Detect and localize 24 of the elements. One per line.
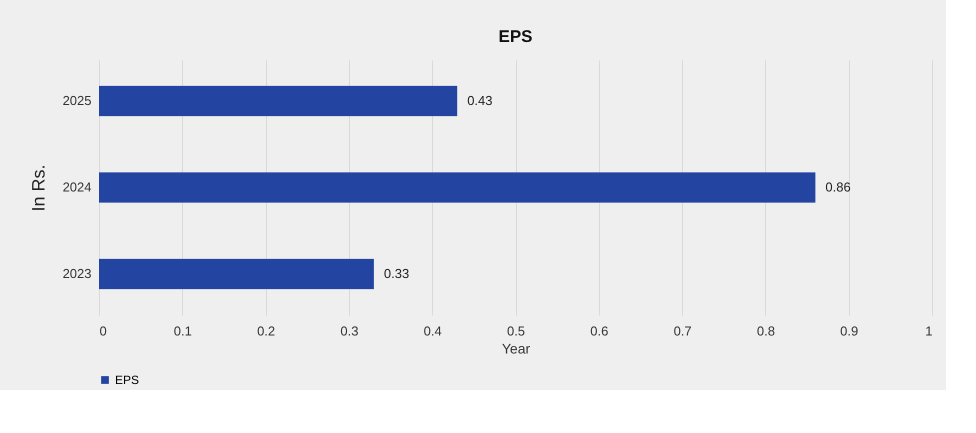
bar: [99, 86, 458, 116]
x-tick-label: 0.8: [756, 324, 775, 338]
x-tick-label: 0: [100, 324, 107, 338]
x-tick-label: 0.4: [424, 324, 442, 338]
y-tick-label: 2024: [62, 180, 92, 194]
legend-label: EPS: [115, 373, 140, 387]
bar: [99, 258, 374, 290]
x-axis-title: Year: [502, 340, 530, 356]
y-tick-label: 2025: [62, 93, 92, 108]
y-tick-label: 2023: [62, 266, 92, 281]
bar: [99, 172, 816, 203]
x-tick-label: 0.3: [340, 324, 358, 338]
x-tick-label: 0.7: [674, 324, 692, 338]
data-label: 0.43: [467, 93, 493, 108]
chart-title: EPS: [498, 27, 533, 46]
data-label: 0.86: [825, 180, 851, 194]
x-tick-label: 0.9: [840, 324, 858, 338]
x-tick-label: 0.2: [257, 324, 276, 338]
x-tick-label: 0.1: [174, 324, 192, 338]
y-axis-title: In Rs.: [28, 164, 49, 212]
x-tick-label: 0.5: [506, 324, 526, 338]
x-tick-label: 1: [925, 324, 932, 338]
x-tick-label: 0.6: [590, 324, 608, 338]
data-label: 0.33: [384, 266, 410, 281]
